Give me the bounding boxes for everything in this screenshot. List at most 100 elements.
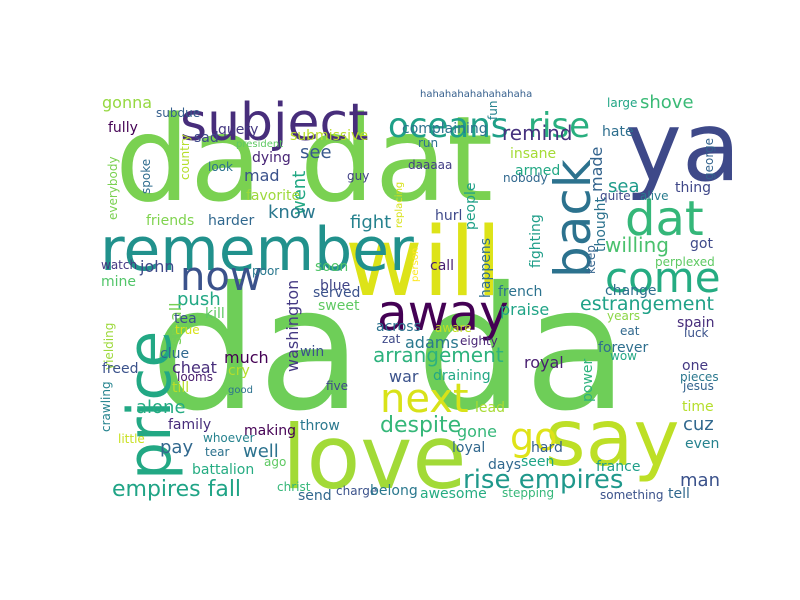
word-142: man — [680, 470, 720, 491]
word-29: fight — [350, 212, 391, 233]
word-134: gone — [457, 422, 497, 441]
word-79: soon — [315, 259, 348, 275]
word-68: replacing — [394, 182, 405, 228]
word-71: happens — [478, 238, 494, 298]
word-129: tear — [205, 445, 229, 459]
word-66: fighting — [528, 214, 544, 268]
word-132: throw — [300, 418, 340, 434]
word-15: rise — [528, 106, 590, 146]
word-16: next — [380, 376, 469, 422]
word-119: war — [389, 367, 419, 386]
word-47: guy — [347, 169, 369, 183]
word-7: remember — [100, 215, 414, 285]
word-12: come — [605, 253, 721, 302]
word-36: submissive — [290, 128, 368, 144]
word-57: favorite — [246, 188, 300, 204]
word-120: draining — [433, 368, 491, 384]
word-115: looms — [177, 370, 213, 384]
word-6: price — [115, 331, 185, 480]
word-25: willing — [605, 233, 669, 257]
word-138: even — [685, 436, 719, 452]
word-39: armed — [515, 163, 560, 179]
word-53: crawling — [99, 381, 113, 432]
word-131: ago — [264, 455, 286, 469]
word-136: hard — [531, 440, 563, 456]
word-149: stepping — [502, 486, 554, 500]
word-87: small — [166, 302, 185, 345]
word-144: christ — [277, 480, 311, 494]
word-148: awesome — [420, 486, 487, 502]
word-127: well — [243, 441, 279, 462]
word-23: estrangement — [580, 293, 714, 315]
word-139: france — [596, 459, 640, 475]
word-59: harder — [208, 213, 254, 229]
word-13: now — [180, 254, 263, 300]
word-104: wow — [610, 349, 637, 363]
word-18: rise empires — [463, 465, 623, 495]
word-107: jesus — [682, 379, 714, 393]
word-5: say — [545, 394, 680, 484]
word-55: subdue — [156, 106, 200, 120]
word-4: love — [282, 406, 467, 509]
word-126: whoever — [203, 431, 255, 445]
word-150: something — [600, 488, 664, 502]
word-108: time — [682, 399, 714, 415]
word-137: cuz — [683, 414, 714, 435]
word-1: da dat — [115, 90, 493, 228]
word-31: see — [300, 142, 332, 163]
word-20: despite — [380, 413, 461, 438]
word-110: much — [224, 348, 269, 367]
word-42: large — [607, 96, 637, 110]
word-74: perplexed — [655, 255, 715, 269]
word-41: hate — [602, 124, 634, 140]
word-46: daaaaa — [408, 158, 452, 172]
word-111: freed — [102, 361, 139, 377]
word-38: insane — [510, 146, 556, 162]
word-73: got — [690, 236, 713, 252]
word-118: five — [326, 379, 348, 393]
word-101: luck — [684, 326, 709, 340]
word-0: da da — [150, 251, 628, 449]
word-69: person — [410, 248, 421, 282]
word-114: till — [172, 380, 189, 396]
word-98: spain — [677, 315, 715, 331]
word-28: made — [587, 147, 606, 192]
word-19: empires fall — [112, 477, 241, 502]
word-80: blue — [320, 278, 350, 294]
word-78: poor — [252, 264, 279, 278]
word-123: family — [168, 417, 211, 433]
word-88: tea — [174, 311, 197, 327]
word-26: went — [289, 171, 310, 215]
word-43: hahahahahahahahaha — [420, 89, 532, 100]
word-40: nobody — [503, 171, 548, 185]
word-63: george — [702, 138, 716, 180]
word-109: win — [300, 344, 324, 360]
word-9: away — [377, 284, 509, 342]
word-48: look — [208, 160, 233, 174]
word-50: country — [178, 134, 192, 180]
word-45: run — [418, 136, 438, 150]
word-3: will — [345, 208, 502, 318]
word-84: praise — [500, 300, 549, 319]
word-75: john — [139, 257, 175, 276]
word-81: sweet — [318, 298, 360, 314]
word-35: sad — [194, 130, 219, 146]
word-22: remind — [502, 121, 573, 145]
word-143: tell — [668, 486, 690, 502]
word-96: eighty — [460, 334, 498, 348]
word-70: call — [430, 258, 454, 274]
word-141: seen — [521, 454, 554, 470]
word-103: forever — [598, 340, 648, 356]
word-95: zat — [382, 332, 401, 346]
word-92: clue — [160, 346, 189, 362]
word-52: everybody — [106, 156, 120, 220]
word-86: push — [177, 289, 221, 310]
word-21: shove — [640, 92, 694, 113]
word-146: charge — [336, 484, 377, 498]
word-62: alive — [640, 189, 669, 203]
word-44: fun — [486, 101, 500, 120]
word-89: kill — [205, 306, 225, 322]
word-49: president — [236, 139, 283, 150]
word-147: belong — [370, 483, 418, 499]
